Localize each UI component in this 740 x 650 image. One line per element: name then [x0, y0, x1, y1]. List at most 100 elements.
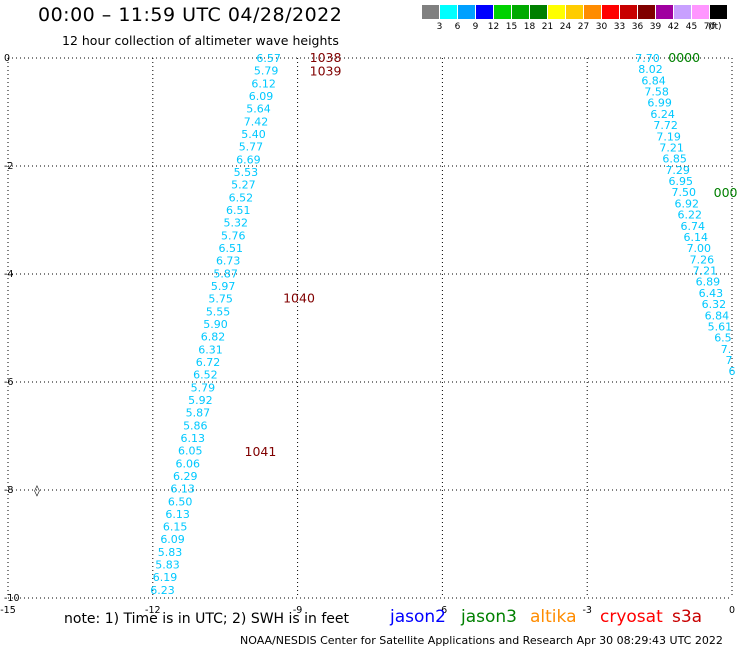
- wave-height-value: 6.32: [702, 298, 727, 311]
- wave-height-value: 5.27: [231, 179, 256, 192]
- wave-height-value: 7.58: [644, 86, 669, 99]
- colorbar-swatch: [440, 5, 457, 19]
- wave-height-value: 5.90: [203, 318, 228, 331]
- colorbar-label: 24: [559, 22, 572, 32]
- colorbar-swatch: [458, 5, 475, 19]
- colorbar-swatch: [566, 5, 583, 19]
- x-tick-label: -15: [0, 605, 16, 616]
- wave-height-value: 6.14: [684, 231, 709, 244]
- y-tick-label: -2: [4, 161, 13, 172]
- colorbar-swatch: [422, 5, 439, 19]
- x-tick-label: -9: [293, 605, 302, 616]
- wave-height-value: 7.21: [659, 141, 684, 154]
- wave-height-value: 6.52: [229, 191, 254, 204]
- y-tick-label: -10: [4, 593, 20, 604]
- colorbar-label: 42: [667, 22, 680, 32]
- colorbar-label: 15: [505, 22, 518, 32]
- time-label: 1041: [245, 444, 277, 459]
- y-tick-label: -4: [4, 269, 13, 280]
- y-tick-label: -8: [4, 485, 13, 496]
- colorbar-swatch: [584, 5, 601, 19]
- wave-height-value: 5.83: [155, 559, 180, 572]
- satellite-jason3: jason3: [461, 607, 517, 627]
- wave-height-value: 6.31: [198, 343, 223, 356]
- wave-height-value: 6.24: [650, 108, 675, 121]
- credit-line: NOAA/NESDIS Center for Satellite Applica…: [240, 634, 723, 647]
- wave-height-value: 7.29: [665, 164, 690, 177]
- wave-height-value: 5.83: [158, 546, 183, 559]
- x-tick-label: -3: [582, 605, 591, 616]
- wave-height-value: 7.19: [656, 130, 681, 143]
- wave-height-value: 6.82: [201, 331, 226, 344]
- wave-height-value: 6.52: [193, 369, 218, 382]
- wave-height-value: 5.87: [186, 407, 211, 420]
- colorbar-swatch: [494, 5, 511, 19]
- track-marker: ◊: [34, 484, 40, 497]
- colorbar-swatch: [512, 5, 529, 19]
- wave-height-value: 6.50: [168, 495, 193, 508]
- wave-height-value: 6.13: [170, 483, 195, 496]
- colorbar-swatch: [602, 5, 619, 19]
- colorbar-swatch: [656, 5, 673, 19]
- colorbar-swatch: [530, 5, 547, 19]
- colorbar-swatch: [674, 5, 691, 19]
- colorbar-swatch: [692, 5, 709, 19]
- wave-height-value: 6.15: [163, 521, 188, 534]
- wave-height-value: 7.: [721, 343, 732, 356]
- wave-height-value: 5.79: [191, 381, 216, 394]
- wave-height-value: 8.02: [638, 63, 663, 76]
- wave-height-value: 5.61: [708, 320, 733, 333]
- colorbar-label: 9: [472, 22, 479, 32]
- wave-height-value: 6.99: [647, 97, 672, 110]
- colorbar-label: 27: [577, 22, 590, 32]
- wave-height-value: 6.89: [696, 276, 721, 289]
- wave-height-value: 5.75: [208, 293, 233, 306]
- wave-height-value: 6.85: [662, 153, 687, 166]
- wave-height-value: 7.26: [690, 253, 715, 266]
- wave-height-value: 7.70: [635, 52, 660, 65]
- satellite-altika: altika: [530, 607, 577, 627]
- x-tick-label: 0: [729, 605, 735, 616]
- colorbar-label: 33: [613, 22, 626, 32]
- satellite-s3a: s3a: [672, 607, 703, 627]
- colorbar-unit: (ft): [708, 22, 722, 32]
- wave-height-value: 5.86: [183, 419, 208, 432]
- time-label: 0000: [668, 50, 700, 65]
- colorbar-label: 6: [454, 22, 461, 32]
- footnote: note: 1) Time is in UTC; 2) SWH is in fe…: [64, 611, 350, 627]
- time-label: 1038: [310, 50, 342, 65]
- colorbar-label: 39: [649, 22, 662, 32]
- wave-height-value: 6.09: [249, 90, 274, 103]
- x-tick-label: -6: [438, 605, 447, 616]
- colorbar-label: 3: [436, 22, 443, 32]
- wave-height-value: 7: [725, 354, 732, 367]
- chart-title: 00:00 – 11:59 UTC 04/28/2022: [38, 4, 343, 26]
- wave-height-value: 6.84: [641, 74, 666, 87]
- wave-height-value: 5.76: [221, 229, 246, 242]
- colorbar-label: 21: [541, 22, 554, 32]
- time-label: 1040: [283, 290, 315, 305]
- wave-height-value: 6.12: [251, 77, 276, 90]
- wave-height-value: 6.23: [150, 584, 175, 597]
- colorbar-label: 30: [595, 22, 608, 32]
- satellite-jason2: jason2: [390, 607, 446, 627]
- wave-height-value: 6.74: [681, 220, 706, 233]
- wave-height-value: 6.92: [675, 197, 700, 210]
- y-tick-label: 0: [4, 53, 10, 64]
- wave-height-value: 6.51: [218, 242, 243, 255]
- wave-height-value: 5.87: [213, 267, 238, 280]
- colorbar-swatch: [710, 5, 727, 19]
- wave-height-value: 6.84: [705, 309, 730, 322]
- wave-height-value: 5.92: [188, 394, 213, 407]
- wave-height-value: 6.09: [160, 533, 185, 546]
- satellite-cryosat: cryosat: [600, 607, 663, 627]
- colorbar-swatch: [620, 5, 637, 19]
- colorbar-label: 36: [631, 22, 644, 32]
- wave-height-value: 6.95: [668, 175, 693, 188]
- y-tick-label: -6: [4, 377, 13, 388]
- wave-height-value: 6.51: [226, 204, 251, 217]
- wave-height-value: 5.53: [234, 166, 259, 179]
- wave-height-value: 5.97: [211, 280, 236, 293]
- wave-height-value: 5.77: [239, 141, 264, 154]
- colorbar-swatch: [638, 5, 655, 19]
